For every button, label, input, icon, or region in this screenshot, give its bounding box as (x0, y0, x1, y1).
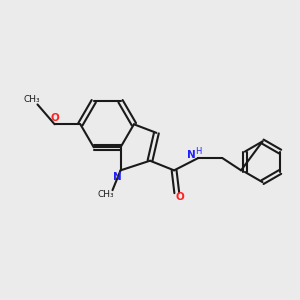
Text: N: N (188, 150, 196, 160)
Text: CH₃: CH₃ (98, 190, 114, 199)
Text: N: N (113, 172, 122, 182)
Text: O: O (175, 192, 184, 202)
Text: CH₃: CH₃ (24, 94, 40, 103)
Text: O: O (50, 113, 59, 123)
Text: H: H (195, 147, 201, 156)
